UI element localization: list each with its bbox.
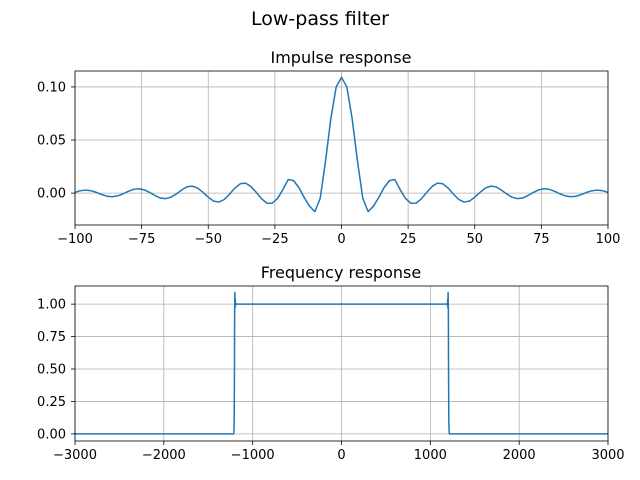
frequency-y-tick-label: 1.00 (37, 298, 66, 313)
frequency-x-tick-label: −1000 (231, 448, 275, 463)
frequency-x-tick-label: 0 (337, 448, 345, 463)
impulse-x-tick-label: −25 (261, 232, 288, 247)
frequency-response-axes: Frequency response −3000 −2000 −1000 0 1000 2… (37, 263, 625, 463)
frequency-y-tick-label: 0.50 (37, 363, 66, 378)
frequency-response-title: Frequency response (261, 263, 421, 282)
frequency-series-line (75, 291, 608, 435)
frequency-y-tick-label: 0.00 (37, 427, 66, 442)
impulse-response-title: Impulse response (271, 48, 412, 67)
impulse-x-tick-label: 0 (337, 232, 345, 247)
figure-title: Low-pass filter (251, 8, 389, 30)
impulse-y-tick-label: 0.10 (37, 80, 66, 95)
frequency-y-tick-label: 0.25 (37, 395, 66, 410)
frequency-x-tick-label: 1000 (414, 448, 447, 463)
frequency-y-tick-label: 0.75 (37, 330, 66, 345)
frequency-x-tick-label: −2000 (142, 448, 186, 463)
impulse-x-tick-label: −75 (128, 232, 155, 247)
frequency-x-tick-label: 2000 (503, 448, 536, 463)
frequency-x-tick-label: 3000 (591, 448, 624, 463)
impulse-x-tick-label: 50 (466, 232, 483, 247)
impulse-response-axes: Impulse response −100 −75 −50 −25 0 25 50 75 100… (37, 48, 620, 247)
impulse-series-line (75, 76, 608, 213)
impulse-x-tick-label: −100 (57, 232, 93, 247)
impulse-x-tick-label: 100 (596, 232, 621, 247)
impulse-y-tick-label: 0.05 (37, 134, 66, 149)
impulse-x-tick-label: −50 (195, 232, 222, 247)
impulse-x-tick-label: 75 (533, 232, 550, 247)
frequency-x-tick-label: −3000 (53, 448, 97, 463)
impulse-x-tick-label: 25 (400, 232, 417, 247)
impulse-y-tick-label: 0.00 (37, 187, 66, 202)
